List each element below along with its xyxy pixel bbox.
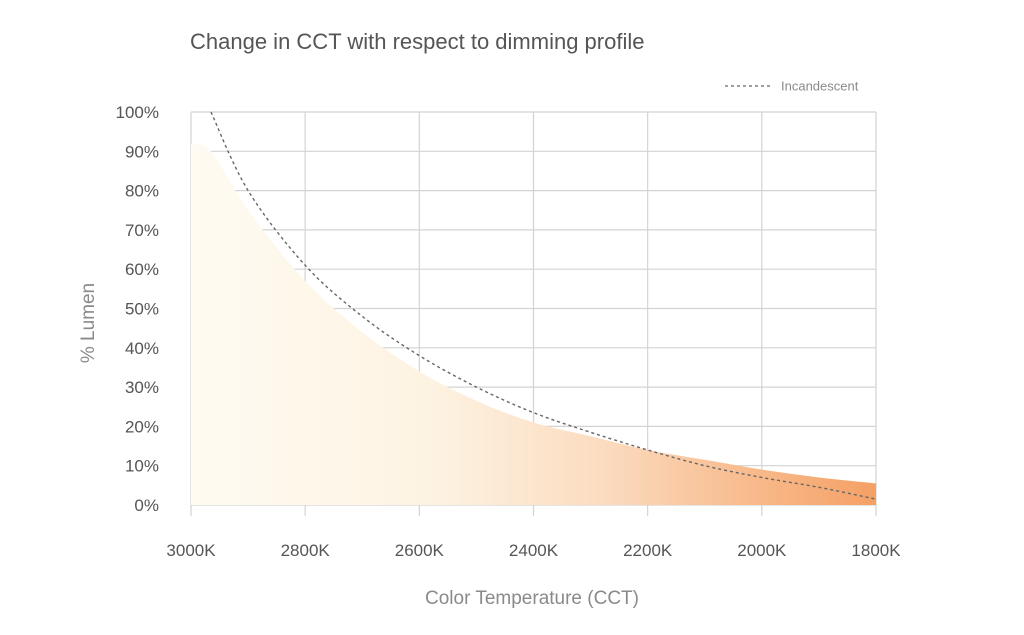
legend-label-incandescent: Incandescent [781, 79, 859, 94]
y-tick-label: 40% [125, 339, 159, 358]
x-axis-title: Color Temperature (CCT) [425, 588, 639, 609]
y-axis-ticks: 0% 10% 20% 30% 40% 50% 60% 70% 80% 90% 100% [116, 103, 159, 515]
line-layer [210, 111, 877, 500]
y-tick-label: 100% [116, 103, 159, 122]
y-tick-label: 70% [125, 221, 159, 240]
y-axis-title: % Lumen [78, 283, 99, 363]
y-tick-label: 90% [125, 142, 159, 161]
y-tick-label: 80% [125, 182, 159, 201]
x-axis-ticks: 3000K 2800K 2600K 2400K 2200K 2000K 1800K [166, 541, 901, 560]
y-tick-label: 30% [125, 378, 159, 397]
x-tick-label: 2000K [737, 541, 787, 560]
chart-title: Change in CCT with respect to dimming pr… [190, 29, 644, 54]
y-tick-label: 10% [125, 457, 159, 476]
y-tick-label: 50% [125, 300, 159, 319]
x-tick-label: 1800K [851, 541, 901, 560]
x-tick-label: 3000K [166, 541, 216, 560]
legend: Incandescent [725, 79, 859, 94]
x-tick-label: 2600K [395, 541, 445, 560]
series-line-incandescent [210, 111, 877, 500]
area-layer [191, 143, 876, 505]
y-tick-label: 0% [134, 496, 159, 515]
y-tick-label: 60% [125, 260, 159, 279]
x-tick-label: 2400K [509, 541, 559, 560]
x-tick-label: 2200K [623, 541, 673, 560]
x-tick-label: 2800K [281, 541, 331, 560]
y-tick-label: 20% [125, 417, 159, 436]
series-area-dimming-profile [191, 143, 876, 505]
